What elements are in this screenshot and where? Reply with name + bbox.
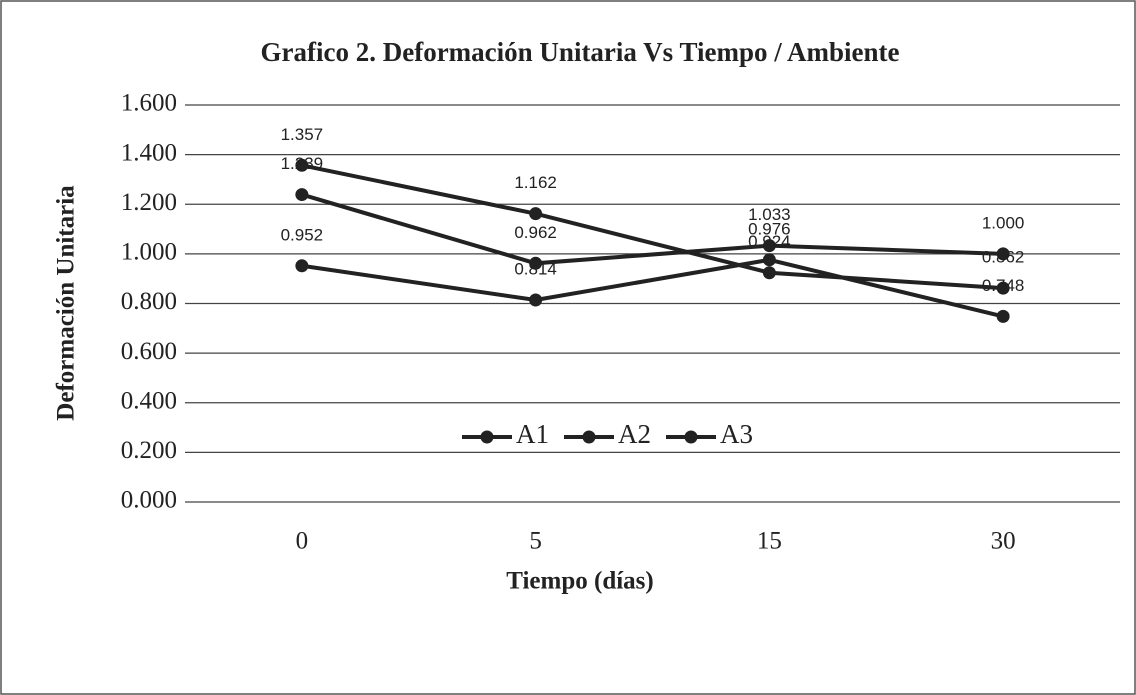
y-tick-label: 0.800 [121, 288, 177, 315]
data-point [529, 293, 543, 307]
x-tick-label: 0 [296, 528, 309, 555]
chart-title: Grafico 2. Deformación Unitaria Vs Tiemp… [261, 37, 900, 67]
data-label: 1.357 [281, 125, 324, 144]
y-tick-label: 1.000 [121, 239, 177, 266]
legend-label: A1 [516, 419, 549, 449]
x-tick-label: 5 [529, 528, 542, 555]
data-point [996, 281, 1010, 295]
data-label: 0.862 [982, 248, 1025, 267]
x-tick-label: 15 [757, 528, 782, 555]
data-label: 0.924 [748, 232, 791, 251]
data-point [762, 239, 776, 253]
series-line [301, 163, 1004, 291]
data-point [295, 259, 309, 273]
data-point [295, 158, 309, 172]
y-tick-label: 1.200 [121, 189, 177, 216]
data-label: 0.962 [514, 223, 557, 242]
data-label: 1.162 [514, 173, 557, 192]
x-axis-label: Tiempo (días) [506, 568, 653, 595]
x-tick-label: 30 [991, 528, 1016, 555]
data-label: 1.033 [748, 205, 791, 224]
data-label: 0.976 [748, 219, 791, 238]
y-tick-label: 0.200 [121, 437, 177, 464]
legend-marker [684, 430, 698, 444]
data-point [996, 247, 1010, 261]
data-point [529, 207, 543, 221]
legend-marker [582, 430, 596, 444]
y-tick-label: 0.000 [121, 487, 177, 514]
series-line [301, 192, 1004, 266]
legend-marker [480, 430, 494, 444]
data-point [762, 253, 776, 267]
legend-label: A3 [720, 419, 753, 449]
data-point [529, 256, 543, 270]
data-point [295, 188, 309, 202]
data-label: 1.000 [982, 213, 1025, 232]
y-axis-label: Deformación Unitaria [53, 185, 80, 421]
data-point [996, 309, 1010, 323]
y-tick-label: 0.400 [121, 387, 177, 414]
series-line [301, 257, 1004, 319]
y-tick-label: 1.400 [121, 139, 177, 166]
y-tick-label: 1.600 [121, 90, 177, 117]
data-point [762, 266, 776, 280]
legend-label: A2 [618, 419, 651, 449]
data-label: 0.952 [281, 225, 324, 244]
y-tick-label: 0.600 [121, 338, 177, 365]
